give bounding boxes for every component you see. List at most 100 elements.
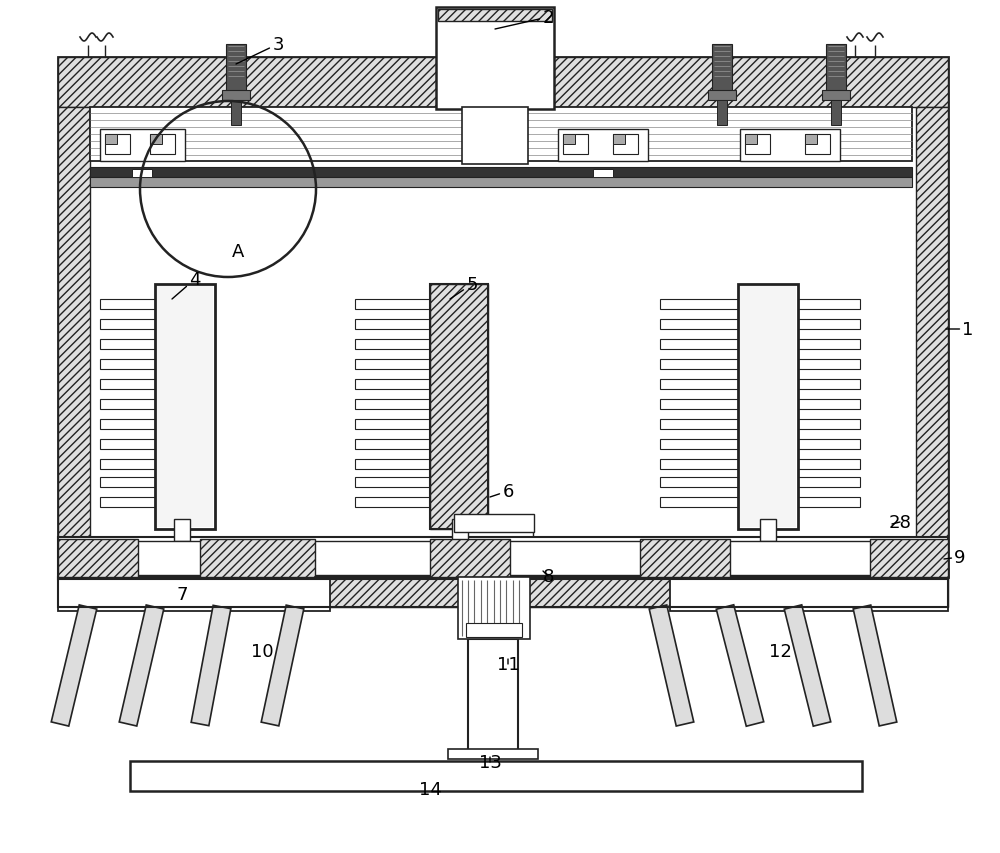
Bar	[58, 107, 90, 577]
Bar	[100, 339, 195, 350]
Bar	[222, 91, 250, 101]
Bar	[132, 170, 152, 177]
Bar	[200, 539, 315, 577]
Polygon shape	[784, 605, 831, 726]
Bar	[805, 135, 830, 154]
Bar	[717, 101, 727, 126]
Polygon shape	[670, 577, 948, 612]
Bar	[100, 399, 195, 409]
Bar	[355, 320, 450, 329]
Bar	[100, 130, 185, 162]
Bar	[105, 135, 117, 145]
Bar	[660, 299, 860, 310]
Bar	[100, 420, 195, 430]
Bar	[90, 107, 912, 162]
Bar	[105, 135, 130, 154]
Bar	[58, 539, 138, 577]
Bar	[448, 749, 538, 759]
Bar	[355, 380, 450, 390]
Bar	[150, 135, 175, 154]
Bar	[100, 380, 195, 390]
Bar	[660, 320, 860, 329]
Bar	[660, 420, 860, 430]
Text: 1: 1	[946, 321, 974, 339]
Bar	[90, 168, 912, 177]
Bar	[660, 339, 860, 350]
Text: 8: 8	[542, 567, 554, 585]
Bar	[458, 577, 530, 639]
Bar	[826, 45, 846, 93]
Bar	[452, 519, 468, 542]
Bar	[708, 91, 736, 101]
Bar	[58, 58, 948, 107]
Bar	[90, 177, 912, 188]
Bar	[468, 639, 518, 754]
Text: 7: 7	[176, 585, 188, 603]
Bar	[58, 58, 948, 577]
Bar	[740, 130, 840, 162]
Bar	[660, 380, 860, 390]
Bar	[100, 299, 195, 310]
Bar	[740, 287, 796, 527]
Polygon shape	[58, 577, 330, 612]
Bar	[150, 135, 162, 145]
Bar	[660, 478, 860, 487]
Bar	[613, 135, 638, 154]
Bar	[100, 497, 195, 508]
Bar	[100, 360, 195, 369]
Text: 9: 9	[944, 548, 966, 566]
Text: A: A	[232, 243, 244, 261]
Bar	[174, 519, 190, 542]
Bar	[563, 135, 575, 145]
Polygon shape	[119, 606, 164, 726]
Polygon shape	[649, 606, 694, 726]
Polygon shape	[51, 605, 97, 726]
Text: 13: 13	[479, 753, 501, 771]
Bar	[100, 320, 195, 329]
Bar	[100, 478, 195, 487]
Text: 6: 6	[490, 483, 514, 501]
Bar	[355, 420, 450, 430]
Bar	[805, 135, 817, 145]
Bar	[466, 624, 522, 637]
Text: 10: 10	[251, 642, 273, 660]
Bar	[563, 135, 588, 154]
Bar	[436, 8, 554, 110]
Bar	[916, 107, 948, 577]
Bar	[100, 439, 195, 450]
Bar	[660, 497, 860, 508]
Bar	[430, 285, 488, 530]
Text: 12: 12	[769, 642, 791, 660]
Text: 11: 11	[497, 655, 519, 673]
Bar	[355, 497, 450, 508]
Bar	[438, 10, 552, 22]
Bar	[355, 478, 450, 487]
Bar	[454, 514, 534, 532]
Bar	[462, 107, 528, 165]
Bar	[58, 537, 948, 579]
Bar	[58, 577, 948, 607]
Bar	[660, 460, 860, 469]
Bar	[660, 360, 860, 369]
Bar	[355, 460, 450, 469]
Bar	[712, 45, 732, 93]
Bar	[58, 577, 948, 607]
Polygon shape	[716, 605, 764, 727]
Bar	[430, 285, 488, 530]
Bar	[613, 135, 625, 145]
Text: 28: 28	[889, 514, 911, 531]
Bar	[430, 539, 510, 577]
Bar	[355, 339, 450, 350]
Bar	[88, 542, 918, 575]
Text: 2: 2	[495, 9, 554, 30]
Bar	[870, 539, 948, 577]
Bar	[355, 399, 450, 409]
Bar	[157, 287, 213, 527]
Bar	[745, 135, 757, 145]
Bar	[760, 519, 776, 542]
Bar	[593, 170, 613, 177]
Bar	[130, 761, 862, 791]
Polygon shape	[191, 606, 231, 726]
Bar	[355, 439, 450, 450]
Text: 14: 14	[419, 780, 441, 798]
